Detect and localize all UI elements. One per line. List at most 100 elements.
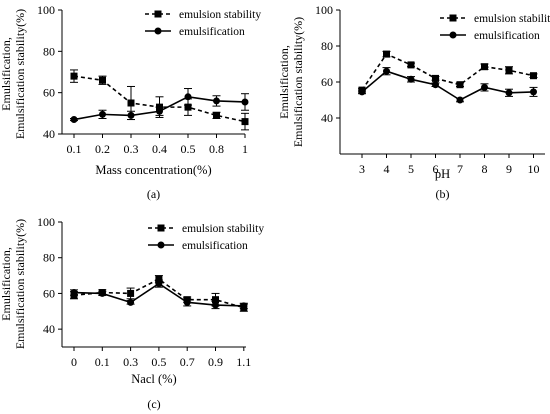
x-tick-label: 0.7 [180,355,195,369]
y-tick-label: 80 [43,44,55,58]
legend: emulsion stability emulsification [440,13,550,42]
legend-marker-circle [154,27,162,35]
legend-label: emulsion stability [179,9,261,21]
data-point-circle [127,298,135,306]
legend-label: emulsification [179,26,245,38]
x-tick-label: 0 [71,355,77,369]
data-point-circle [212,301,219,309]
y-axis-label: Emulsification, [0,37,13,111]
y-tick-label: 40 [43,127,55,141]
x-tick-label: 0.8 [209,142,224,156]
data-point-square [383,50,390,58]
x-tick-label: 8 [482,162,488,176]
x-tick-label: 5 [408,162,414,176]
y-tick-label: 80 [43,251,55,265]
data-point-circle [383,67,390,75]
x-tick-label: 7 [457,162,463,176]
legend-label: emulsification [474,30,540,42]
legend-marker-circle [157,241,165,249]
data-point-square [99,76,106,84]
chart-panel-2: 40 60 80 100 3 4 5 6 7 8 9 10 pH Emulsification, Emuls… [277,3,550,201]
data-point-circle [358,88,366,96]
data-point-circle [127,111,135,119]
data-point-circle [213,97,220,105]
x-tick-label: 0.5 [151,355,166,369]
x-tick-label: 1 [242,142,248,156]
data-point-circle [183,298,191,306]
data-point-circle [70,116,78,124]
series-emulsion-stability [70,69,249,131]
y-tick-label: 40 [321,111,333,125]
panel-label: (b) [436,187,450,201]
data-point-square [530,72,537,80]
panel-label: (a) [147,187,160,201]
y-tick-label: 60 [321,75,333,89]
x-tick-label: 4 [384,162,390,176]
x-tick-label: 0.1 [95,355,110,369]
y-tick-label: 100 [37,215,55,229]
chart-panel-3: 40 60 80 100 0 0.1 0.3 0.5 0.7 0.9 1.1 Nacl (%) Emul… [0,215,264,411]
y-tick-label: 100 [37,3,55,17]
data-point-circle [156,107,163,115]
data-point-square [432,74,439,82]
y-tick-label: 100 [315,3,333,17]
data-point-circle [241,98,249,106]
data-point-circle [530,88,537,96]
data-point-square [127,289,135,297]
legend-label: emulsification [182,240,248,252]
panel-label: (c) [147,397,160,411]
data-point-circle [70,289,78,297]
data-point-square [212,296,219,304]
series-line [361,70,534,101]
legend-marker-square [157,224,165,232]
y-tick-label: 60 [43,286,55,300]
legend: emulsion stability emulsification [145,9,261,38]
data-point-square [241,118,249,126]
data-point-circle [155,280,163,288]
x-tick-label: 10 [528,162,540,176]
x-tick-label: 0.9 [208,355,223,369]
legend-marker-circle [449,31,457,39]
chart-panel-1: 40 60 80 100 0.1 0.2 0.3 0.4 0.5 0.8 1 Mass concent… [0,3,261,201]
data-point-square [184,103,192,111]
x-tick-label: 0.2 [95,142,110,156]
y-axis-label: Emulsification, [277,45,291,119]
data-point-circle [456,96,464,104]
data-point-circle [184,93,192,101]
data-point-square [505,66,513,74]
x-axis-label: Nacl (%) [131,372,176,386]
x-tick-label: 1.1 [236,355,251,369]
series-emulsification [70,279,248,310]
data-point-circle [99,110,106,118]
y-axis-label: Emulsification stability(%) [13,219,27,349]
y-tick-label: 40 [43,322,55,336]
x-tick-label: 0.3 [123,355,138,369]
x-tick-label: 0.1 [67,142,82,156]
x-tick-label: 6 [433,162,439,176]
data-point-square [70,72,78,80]
x-axis-label: Mass concentration(%) [95,163,211,177]
data-point-square [407,61,415,69]
series-emulsification [358,67,538,104]
y-axis-label: Emulsification, [0,247,13,321]
y-tick-label: 60 [43,86,55,100]
data-point-square [481,63,488,71]
x-axis-label: pH [435,167,450,181]
data-point-circle [407,75,415,83]
y-axis-label: Emulsification stability(%) [13,9,27,139]
data-point-circle [240,302,248,310]
data-point-square [213,111,220,119]
x-tick-label: 0.3 [124,142,139,156]
y-tick-label: 80 [321,39,333,53]
legend: emulsion stability emulsification [148,223,264,252]
legend-label: emulsion stability [182,223,264,235]
data-point-circle [432,81,439,89]
legend-label: emulsion stability [474,13,550,25]
x-tick-label: 9 [506,162,512,176]
data-point-square [456,81,464,89]
x-tick-label: 3 [359,162,365,176]
x-tick-label: 0.4 [152,142,167,156]
data-point-circle [505,89,513,97]
legend-marker-square [449,14,457,22]
